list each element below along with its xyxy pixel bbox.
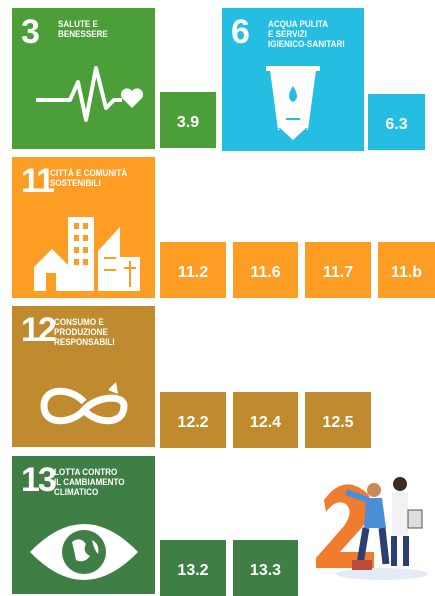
target: 13.2 [160,540,226,596]
target: 3.9 [160,92,216,148]
goal-number: 6 [231,14,248,50]
target: 12.5 [305,392,371,448]
target: 13.3 [233,540,298,596]
target: 11.7 [305,242,371,298]
target: 11.6 [233,242,298,298]
title-line: BENESSERE [58,30,152,40]
title-line: CLIMATICO [54,488,148,498]
goal-number: 11 [21,163,53,199]
target: 11.2 [160,242,226,298]
page: {"goals":[ {"number":"3","title_lines":[… [0,0,435,594]
goal-number: 13 [21,462,55,498]
goal-number: 3 [21,14,38,50]
title-line: IGIENICO-SANITARI [268,40,362,50]
goal-number: 12 [21,312,55,348]
title-line: SOSTENIBILI [50,179,144,189]
target: 6.3 [368,94,425,150]
target: 12.4 [233,392,298,448]
illustration [316,470,435,582]
target: 12.2 [160,392,226,448]
target: 11.b [378,242,435,298]
title-line: RESPONSABILI [54,338,148,348]
